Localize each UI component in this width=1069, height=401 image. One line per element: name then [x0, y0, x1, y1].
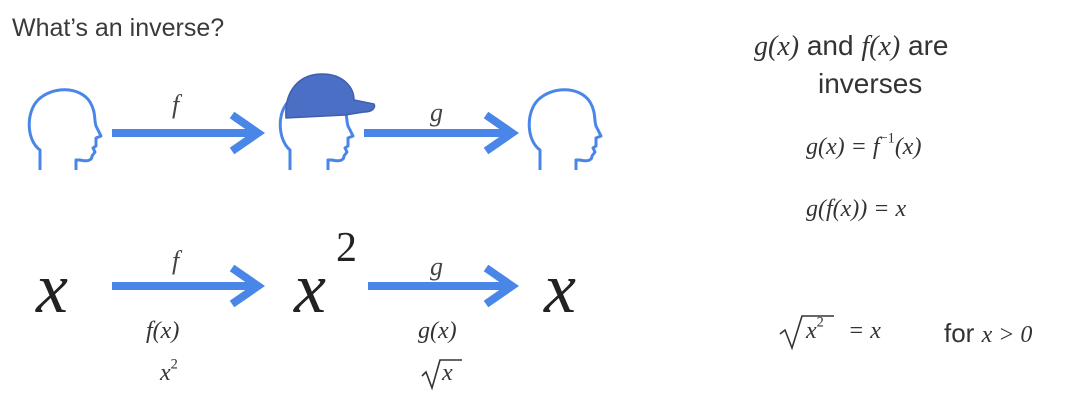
- arrow-f-bottom: [112, 268, 258, 304]
- symbol-x-squared: x: [294, 252, 326, 324]
- label-g-bottom: g: [430, 252, 443, 282]
- label-f-top: f: [172, 90, 179, 120]
- equation-composition: g(f(x)) = x: [806, 196, 906, 223]
- head-icon: [529, 90, 601, 170]
- label-g-top: g: [430, 98, 443, 128]
- symbol-x-right: x: [544, 252, 576, 324]
- symbol-x-left: x: [36, 252, 68, 324]
- head-icon: [29, 90, 101, 170]
- sqrt-x-squared: x2: [806, 318, 824, 345]
- f-of-x-label: f(x): [146, 318, 179, 345]
- arrow-f-top: [112, 115, 258, 151]
- inverse-statement-line2: inverses: [818, 68, 922, 100]
- f-result-label: x2: [160, 360, 178, 387]
- label-f-bottom: f: [172, 246, 179, 276]
- condition-text: for x > 0: [944, 318, 1032, 349]
- head-with-cap-icon: [280, 74, 374, 170]
- sqrt-equals-x: = x: [848, 318, 881, 345]
- symbol-x-squared-exponent: 2: [336, 224, 357, 272]
- inverse-statement-line1: g(x) and f(x) are: [754, 30, 948, 63]
- equation-inverse-notation: g(x) = f−1(x): [806, 134, 921, 161]
- g-result-label: x: [442, 360, 453, 387]
- g-of-x-label: g(x): [418, 318, 457, 345]
